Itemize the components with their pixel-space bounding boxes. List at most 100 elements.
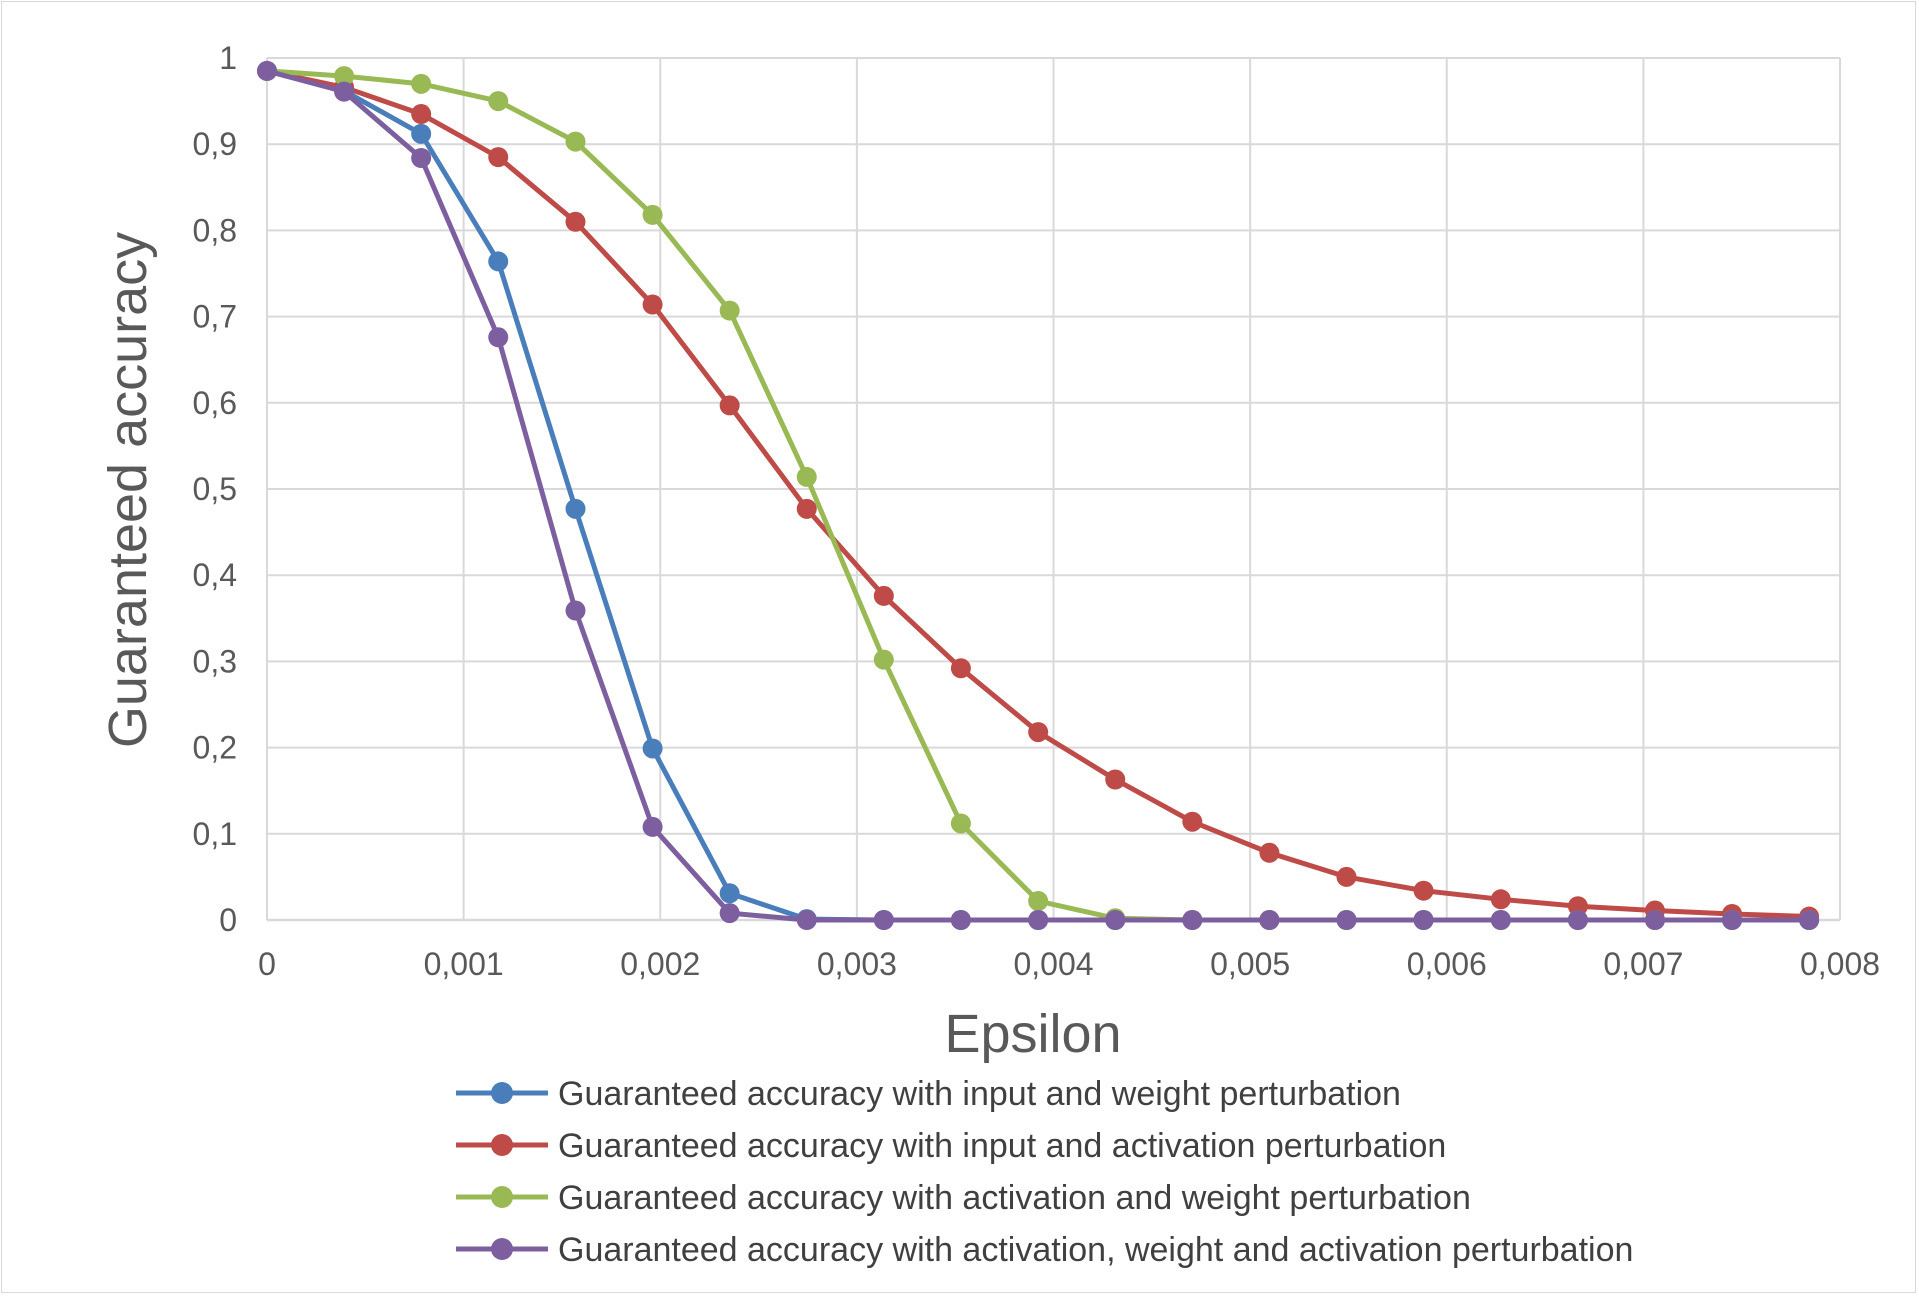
data-point (334, 66, 355, 87)
legend-swatch-marker (491, 1134, 513, 1156)
data-point (257, 60, 277, 81)
data-point (1105, 769, 1126, 790)
data-point (873, 585, 894, 606)
legend-swatch-marker (491, 1082, 513, 1104)
x-tick-label: 0,002 (620, 946, 700, 982)
data-point (873, 910, 894, 930)
data-point (1413, 880, 1434, 901)
data-point (796, 498, 817, 519)
y-axis-title: Guaranteed accuracy (98, 232, 158, 748)
data-point (411, 73, 432, 94)
data-point (1028, 722, 1049, 743)
data-point (1259, 910, 1280, 930)
legend-item: Guaranteed accuracy with input and activ… (456, 1127, 1446, 1165)
data-point (1105, 910, 1126, 930)
data-point (1644, 910, 1665, 930)
data-point (411, 104, 432, 125)
data-point (873, 649, 894, 670)
data-point (1182, 910, 1203, 930)
series-3 (257, 60, 1820, 930)
data-point (488, 147, 509, 168)
y-tick-label: 0,2 (193, 730, 237, 766)
data-point (642, 738, 663, 759)
data-point (565, 600, 586, 621)
data-point (1567, 910, 1588, 930)
data-point (950, 910, 971, 930)
series-line (266, 68, 1810, 920)
data-point (719, 395, 740, 416)
data-point (411, 123, 432, 144)
data-point (1567, 896, 1588, 917)
x-tick-label: 0,004 (1013, 946, 1093, 982)
x-axis-ticks: 0 0,001 0,002 0,003 0,004 0,005 0,006 0,007 0,00… (258, 946, 1880, 982)
data-point (488, 91, 509, 112)
legend-label: Guaranteed accuracy with input and weigh… (558, 1075, 1401, 1113)
data-point (565, 131, 586, 152)
series-2 (257, 60, 1820, 927)
data-point (642, 294, 663, 315)
legend: Guaranteed accuracy with input and weigh… (456, 1075, 1633, 1269)
x-tick-label: 0,003 (817, 946, 897, 982)
series-line (266, 68, 1810, 923)
legend-swatch-marker (491, 1186, 513, 1208)
y-tick-label: 0,1 (193, 816, 237, 852)
legend-label: Guaranteed accuracy with activation, wei… (558, 1231, 1633, 1269)
data-point (719, 903, 740, 924)
series-line (266, 68, 1810, 923)
data-point (796, 910, 817, 930)
data-point (488, 327, 509, 348)
legend-item: Guaranteed accuracy with activation and … (456, 1179, 1471, 1217)
x-axis-title: Epsilon (944, 1004, 1121, 1064)
y-tick-label: 0,3 (193, 643, 237, 679)
y-tick-label: 0,8 (193, 212, 237, 248)
data-point (1722, 910, 1743, 930)
gridlines (266, 57, 1841, 922)
legend-label: Guaranteed accuracy with input and activ… (558, 1127, 1446, 1165)
x-tick-label: 0,001 (424, 946, 504, 982)
data-point (1336, 866, 1357, 887)
legend-item: Guaranteed accuracy with activation, wei… (456, 1231, 1633, 1269)
data-point (488, 251, 509, 272)
y-axis-ticks: 0 0,1 0,2 0,3 0,4 0,5 0,6 0,7 0,8 0,9 1 (193, 40, 237, 938)
data-point (1028, 891, 1049, 912)
legend-item: Guaranteed accuracy with input and weigh… (456, 1075, 1401, 1113)
x-tick-label: 0,008 (1800, 946, 1880, 982)
data-point (411, 147, 432, 168)
data-point (719, 883, 740, 904)
data-point (1182, 811, 1203, 832)
data-point (565, 498, 586, 519)
data-point (950, 813, 971, 834)
data-point (1259, 842, 1280, 863)
series-lines (257, 60, 1820, 930)
x-tick-label: 0,005 (1210, 946, 1290, 982)
x-tick-label: 0,007 (1603, 946, 1683, 982)
data-point (1336, 910, 1357, 930)
series-line (266, 68, 1810, 923)
data-point (642, 204, 663, 225)
series-1 (257, 60, 1820, 930)
y-tick-label: 0,5 (193, 471, 237, 507)
data-point (1028, 910, 1049, 930)
y-tick-label: 0,4 (193, 557, 237, 593)
data-point (1413, 910, 1434, 930)
x-tick-label: 0 (258, 946, 276, 982)
series-4 (257, 60, 1820, 930)
data-point (1799, 910, 1820, 930)
y-tick-label: 0,7 (193, 299, 237, 335)
legend-label: Guaranteed accuracy with activation and … (558, 1179, 1471, 1217)
y-tick-label: 0,6 (193, 385, 237, 421)
legend-swatch-marker (491, 1238, 513, 1260)
data-point (1490, 910, 1511, 930)
data-point (642, 816, 663, 837)
data-point (719, 300, 740, 321)
data-point (796, 466, 817, 487)
data-point (950, 658, 971, 679)
y-tick-label: 0,9 (193, 126, 237, 162)
y-tick-label: 1 (219, 40, 237, 76)
y-tick-label: 0 (219, 902, 237, 938)
data-point (1490, 889, 1511, 910)
x-tick-label: 0,006 (1407, 946, 1487, 982)
data-point (565, 211, 586, 232)
